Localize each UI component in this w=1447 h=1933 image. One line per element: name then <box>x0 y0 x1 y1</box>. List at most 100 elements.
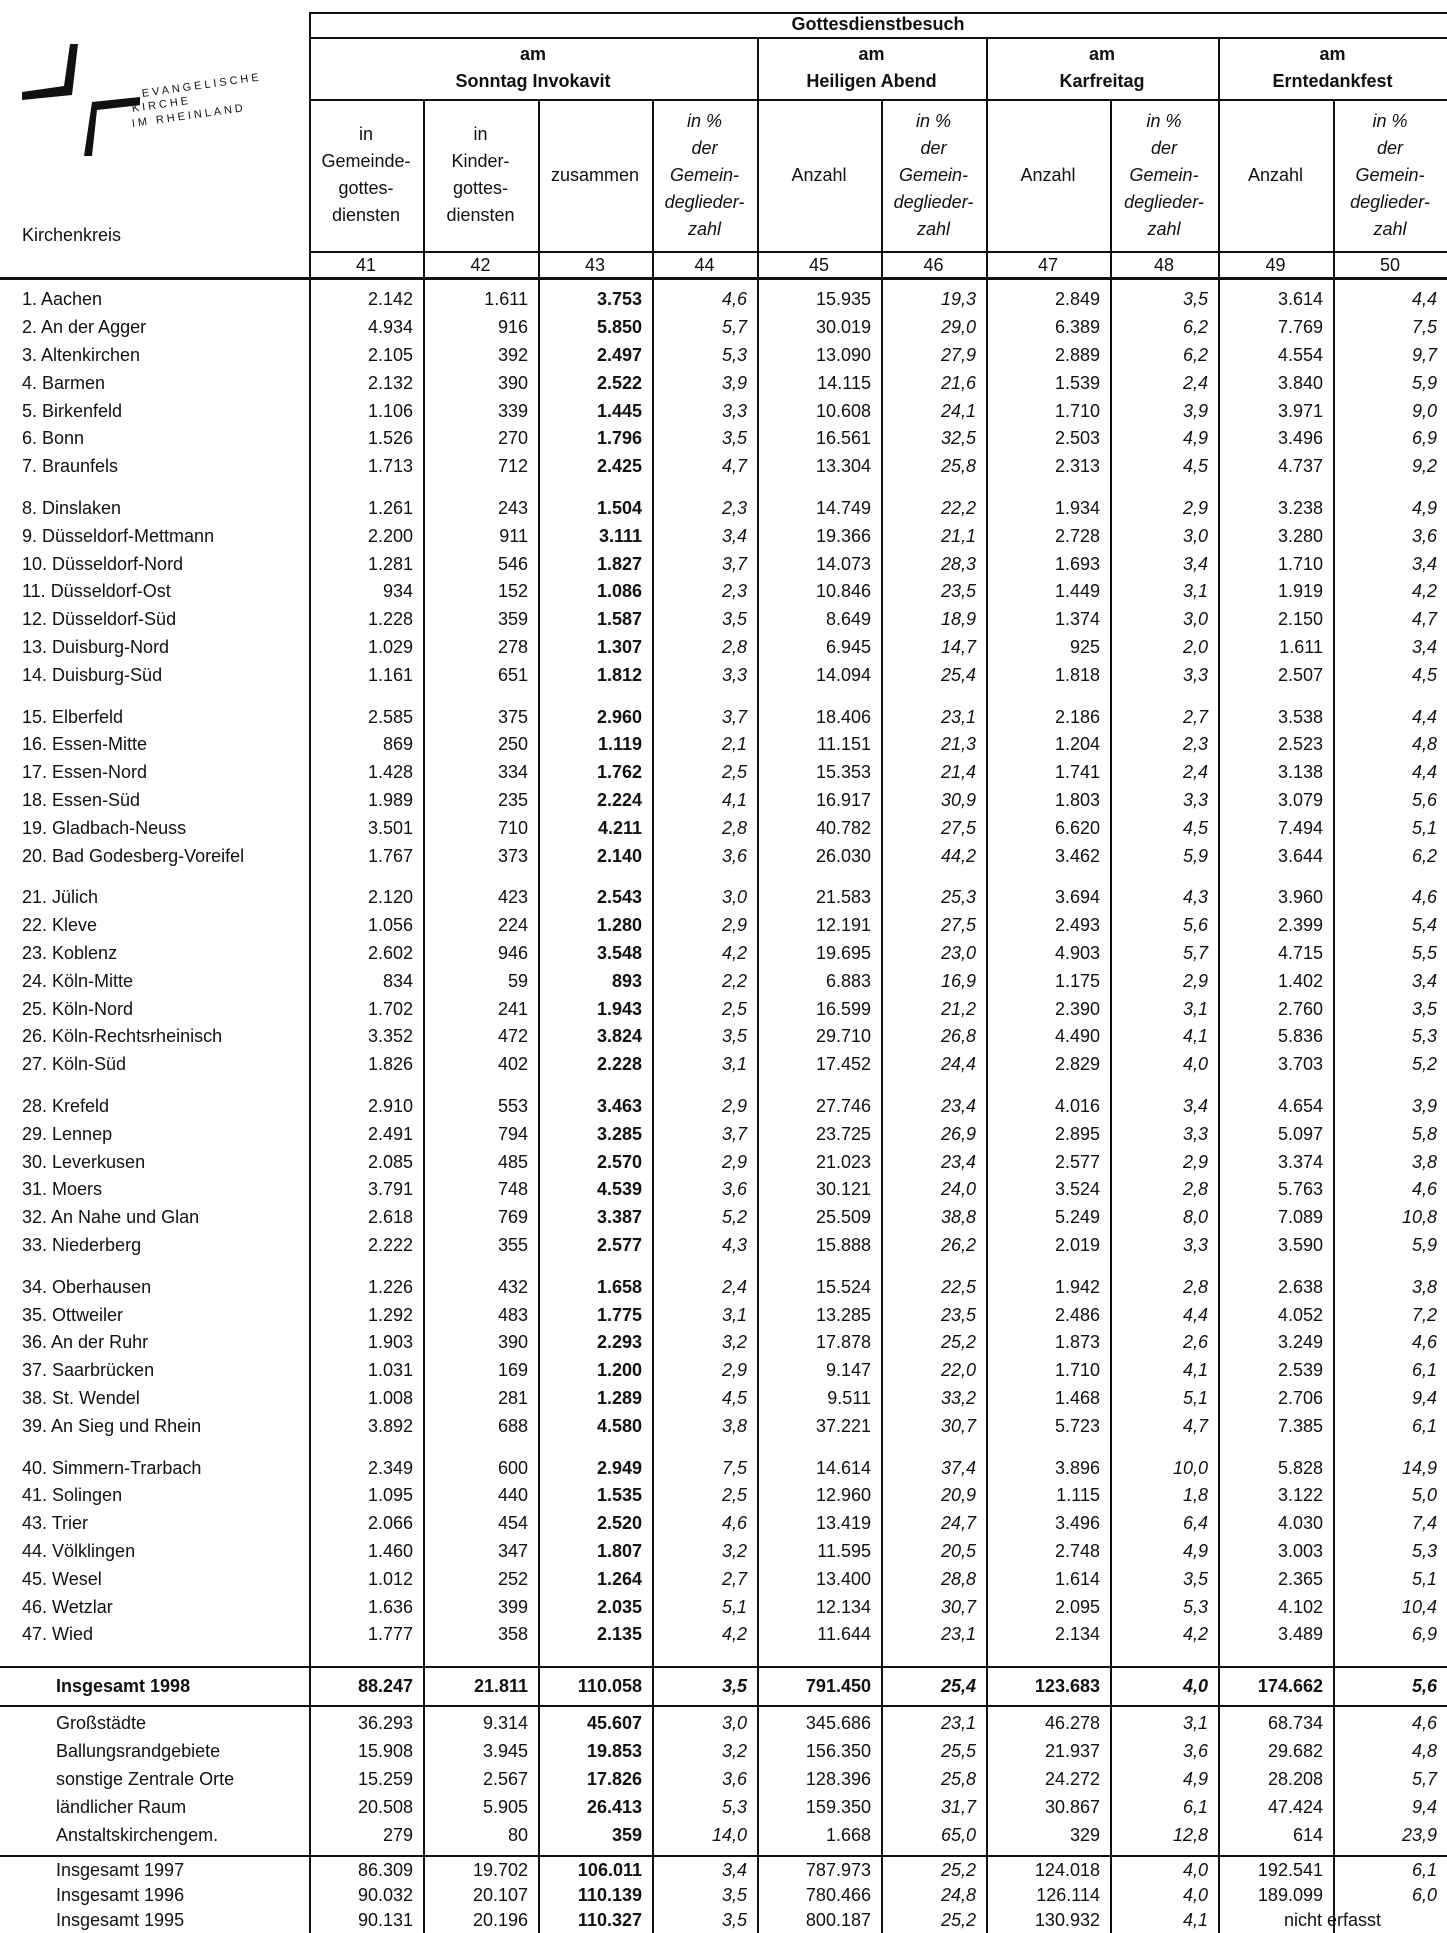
row-label: 2. An der Agger <box>22 317 147 338</box>
cell: 38,8 <box>940 1207 976 1228</box>
column-number: 46 <box>923 254 944 275</box>
cell: 2.493 <box>1054 915 1100 936</box>
rule <box>0 1705 1447 1707</box>
cell: 17.452 <box>815 1054 871 1075</box>
cell: 3,4 <box>721 525 747 546</box>
cell: 3,5 <box>721 609 747 630</box>
cell: 3,5 <box>1182 1568 1208 1589</box>
row-label: 24. Köln-Mitte <box>22 970 134 991</box>
column-header-line: zahl <box>1147 218 1181 239</box>
cell: 4,4 <box>1411 289 1437 310</box>
cell: 3.896 <box>1054 1457 1100 1478</box>
cell: 359 <box>497 609 528 630</box>
cell: 23,4 <box>940 1151 976 1172</box>
cell: 5,6 <box>1411 789 1437 810</box>
cell: 3,8 <box>1411 1276 1437 1297</box>
column-header-line: der <box>920 137 947 158</box>
row-label: 16. Essen-Mitte <box>22 734 148 755</box>
column-number: 45 <box>808 254 830 275</box>
cell: 3,3 <box>1182 664 1208 685</box>
cell: 2.889 <box>1054 344 1100 365</box>
cell: 2,7 <box>1182 706 1208 727</box>
cell: 2,5 <box>721 998 747 1019</box>
cell: 2.349 <box>367 1457 413 1478</box>
cell: 26.030 <box>815 845 871 866</box>
cell: 1.942 <box>1054 1276 1100 1297</box>
cell: 24,0 <box>940 1179 976 1200</box>
cell: 174.662 <box>1257 1675 1323 1696</box>
cell: 2,3 <box>721 497 747 518</box>
cell: 25,2 <box>940 1910 976 1930</box>
cell: 5,1 <box>1411 817 1437 838</box>
cell: 5.723 <box>1054 1415 1100 1436</box>
column-header-line: zusammen <box>550 164 640 185</box>
cell: 1.504 <box>596 497 642 518</box>
cell: 334 <box>497 762 528 783</box>
cell: 2,3 <box>721 581 747 602</box>
cell: 4,6 <box>721 289 747 310</box>
row-label: 37. Saarbrücken <box>22 1360 155 1381</box>
cell: 7,2 <box>1411 1304 1437 1325</box>
cell: 90.032 <box>357 1885 413 1905</box>
cell: 24,8 <box>940 1885 976 1905</box>
cell: 893 <box>611 970 642 991</box>
column-header-line: zahl <box>916 218 951 239</box>
subgroup-header: am Heiligen Abend <box>757 37 986 99</box>
cell: 1.289 <box>596 1387 642 1408</box>
cell: 3.840 <box>1277 372 1323 393</box>
cell: 25,2 <box>940 1860 976 1880</box>
cell: 2.120 <box>367 887 413 908</box>
row-label: 19. Gladbach-Neuss <box>22 817 187 838</box>
cell: 392 <box>497 344 528 365</box>
cell: 14.115 <box>817 372 871 393</box>
cell: 2,7 <box>721 1568 747 1589</box>
cell: 5,1 <box>721 1596 747 1617</box>
cell: 123.683 <box>1034 1675 1100 1696</box>
cell: 5,9 <box>1182 845 1208 866</box>
cell: 4,7 <box>1182 1415 1208 1436</box>
cell: 30.019 <box>815 317 871 338</box>
cell: 23,1 <box>940 1712 976 1733</box>
row-label: 10. Düsseldorf-Nord <box>22 553 184 574</box>
cell: 4,8 <box>1411 734 1437 755</box>
row-label: 32. An Nahe und Glan <box>22 1207 200 1228</box>
cell: 5,7 <box>1411 1768 1437 1789</box>
cell: 3,6 <box>721 845 747 866</box>
cell: 2.570 <box>596 1151 642 1172</box>
cell: 1.903 <box>367 1332 413 1353</box>
cell: 19.695 <box>815 942 871 963</box>
cell: 192.541 <box>1257 1860 1323 1880</box>
cell: 68.734 <box>1267 1712 1323 1733</box>
cell: 2.520 <box>596 1513 642 1534</box>
row-label: 8. Dinslaken <box>22 497 122 518</box>
cell: 250 <box>497 734 528 755</box>
rule <box>1218 37 1220 1933</box>
cell: 2.523 <box>1277 734 1323 755</box>
cell: 17.826 <box>586 1768 642 1789</box>
cell: 19.702 <box>472 1860 528 1880</box>
cell: 472 <box>497 1026 528 1047</box>
cell: 1.204 <box>1054 734 1100 755</box>
cell: 2.728 <box>1054 525 1100 546</box>
cell: 2.150 <box>1277 609 1323 630</box>
column-header: in Kinder-gottes-diensten <box>423 99 538 251</box>
cell: 2,8 <box>721 817 747 838</box>
cell: 5.249 <box>1054 1207 1100 1228</box>
cell: 1.796 <box>596 428 642 449</box>
rule <box>309 99 1447 101</box>
cell: 375 <box>497 706 528 727</box>
cell: 9,4 <box>1411 1796 1437 1817</box>
cell: 6.389 <box>1054 317 1100 338</box>
row-label: 47. Wied <box>22 1624 94 1645</box>
cell: 329 <box>1069 1824 1100 1845</box>
cell: 6.883 <box>825 970 871 991</box>
row-label: Großstädte <box>56 1712 147 1733</box>
cell: 688 <box>497 1415 528 1436</box>
cell: 29,0 <box>940 317 976 338</box>
cell: 2.135 <box>596 1624 642 1645</box>
cell: 16.917 <box>815 789 871 810</box>
cell: 355 <box>497 1234 528 1255</box>
column-header-line: deglieder- <box>664 191 745 212</box>
subgroup-line: am <box>1319 44 1346 64</box>
